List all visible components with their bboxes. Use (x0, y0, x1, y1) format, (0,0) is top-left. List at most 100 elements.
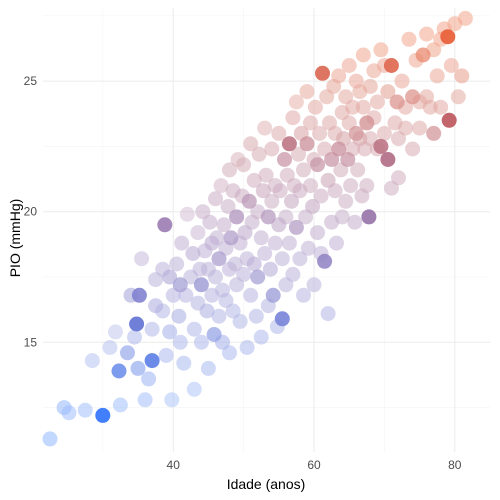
data-point (162, 324, 178, 340)
data-point (56, 400, 72, 416)
data-point (179, 206, 195, 222)
data-point (206, 327, 222, 342)
data-point (355, 99, 371, 115)
data-point (291, 146, 306, 162)
data-point (250, 269, 266, 285)
data-point (246, 256, 262, 272)
data-point (102, 340, 118, 355)
data-point (362, 78, 378, 94)
data-point (141, 371, 157, 387)
data-point (172, 277, 188, 293)
data-point (307, 99, 323, 115)
data-point (213, 178, 229, 194)
data-point (296, 287, 311, 303)
data-point (193, 277, 209, 293)
data-points (42, 10, 473, 447)
data-point (257, 120, 273, 136)
data-point (169, 256, 185, 272)
data-point (77, 402, 93, 418)
x-tick-label: 80 (448, 458, 462, 472)
data-point (264, 141, 280, 157)
data-point (255, 183, 271, 199)
data-point (391, 170, 406, 186)
data-point (232, 313, 248, 329)
data-point (108, 324, 123, 340)
data-point (264, 193, 280, 209)
data-point (389, 94, 405, 110)
data-point (303, 115, 318, 131)
data-point (185, 246, 201, 261)
data-point (171, 308, 187, 324)
data-point (84, 353, 100, 369)
data-point (42, 431, 58, 447)
data-point (433, 99, 449, 115)
data-point (248, 308, 264, 324)
data-point (355, 47, 371, 63)
data-point (440, 29, 456, 45)
data-point (257, 246, 273, 261)
data-point (131, 287, 147, 303)
data-point (340, 152, 356, 167)
data-point (317, 253, 333, 269)
data-point (369, 94, 385, 110)
data-point (176, 355, 192, 371)
data-point (220, 199, 236, 214)
data-point (300, 240, 316, 256)
data-point (341, 115, 357, 131)
data-point (129, 316, 145, 332)
data-point (331, 141, 347, 157)
y-axis-ticks: 15 20 25 (24, 74, 38, 349)
data-point (303, 178, 318, 194)
data-point (348, 125, 364, 141)
data-point (186, 321, 202, 337)
data-point (193, 334, 209, 350)
data-point (415, 47, 431, 63)
data-point (202, 214, 218, 230)
data-point (299, 136, 315, 152)
data-point (284, 193, 299, 209)
data-point (334, 209, 350, 225)
x-tick-label: 40 (167, 458, 181, 472)
data-point (253, 329, 269, 345)
data-point (218, 293, 234, 308)
data-point (281, 235, 297, 251)
data-point (251, 146, 267, 162)
data-point (315, 65, 330, 81)
data-point (343, 178, 359, 194)
y-axis-title: PIO (mmHg) (7, 199, 23, 278)
data-point (260, 209, 276, 225)
data-point (253, 230, 269, 246)
y-tick-label: 20 (24, 205, 38, 219)
data-point (422, 99, 438, 115)
data-point (211, 251, 227, 267)
data-point (359, 115, 375, 131)
data-point (341, 58, 357, 73)
data-point (320, 172, 336, 188)
data-point (320, 306, 336, 322)
data-point (310, 157, 325, 173)
data-point (162, 269, 178, 285)
x-axis-ticks: 40 60 80 (167, 458, 462, 472)
data-point (223, 230, 239, 246)
data-point (324, 152, 340, 167)
data-point (111, 363, 127, 379)
data-point (200, 360, 216, 376)
data-point (165, 287, 181, 303)
data-point (359, 178, 375, 194)
data-point (236, 266, 252, 282)
data-point (277, 152, 292, 167)
data-point (172, 334, 188, 350)
data-point (305, 199, 321, 214)
data-point (267, 235, 283, 251)
data-point (204, 235, 220, 251)
data-point (112, 397, 128, 413)
data-point (164, 392, 180, 408)
data-point (158, 347, 174, 363)
data-point (222, 162, 237, 178)
data-point (95, 407, 111, 423)
data-point (271, 125, 287, 141)
data-point (412, 120, 428, 136)
data-point (241, 193, 257, 209)
data-point (262, 261, 278, 277)
